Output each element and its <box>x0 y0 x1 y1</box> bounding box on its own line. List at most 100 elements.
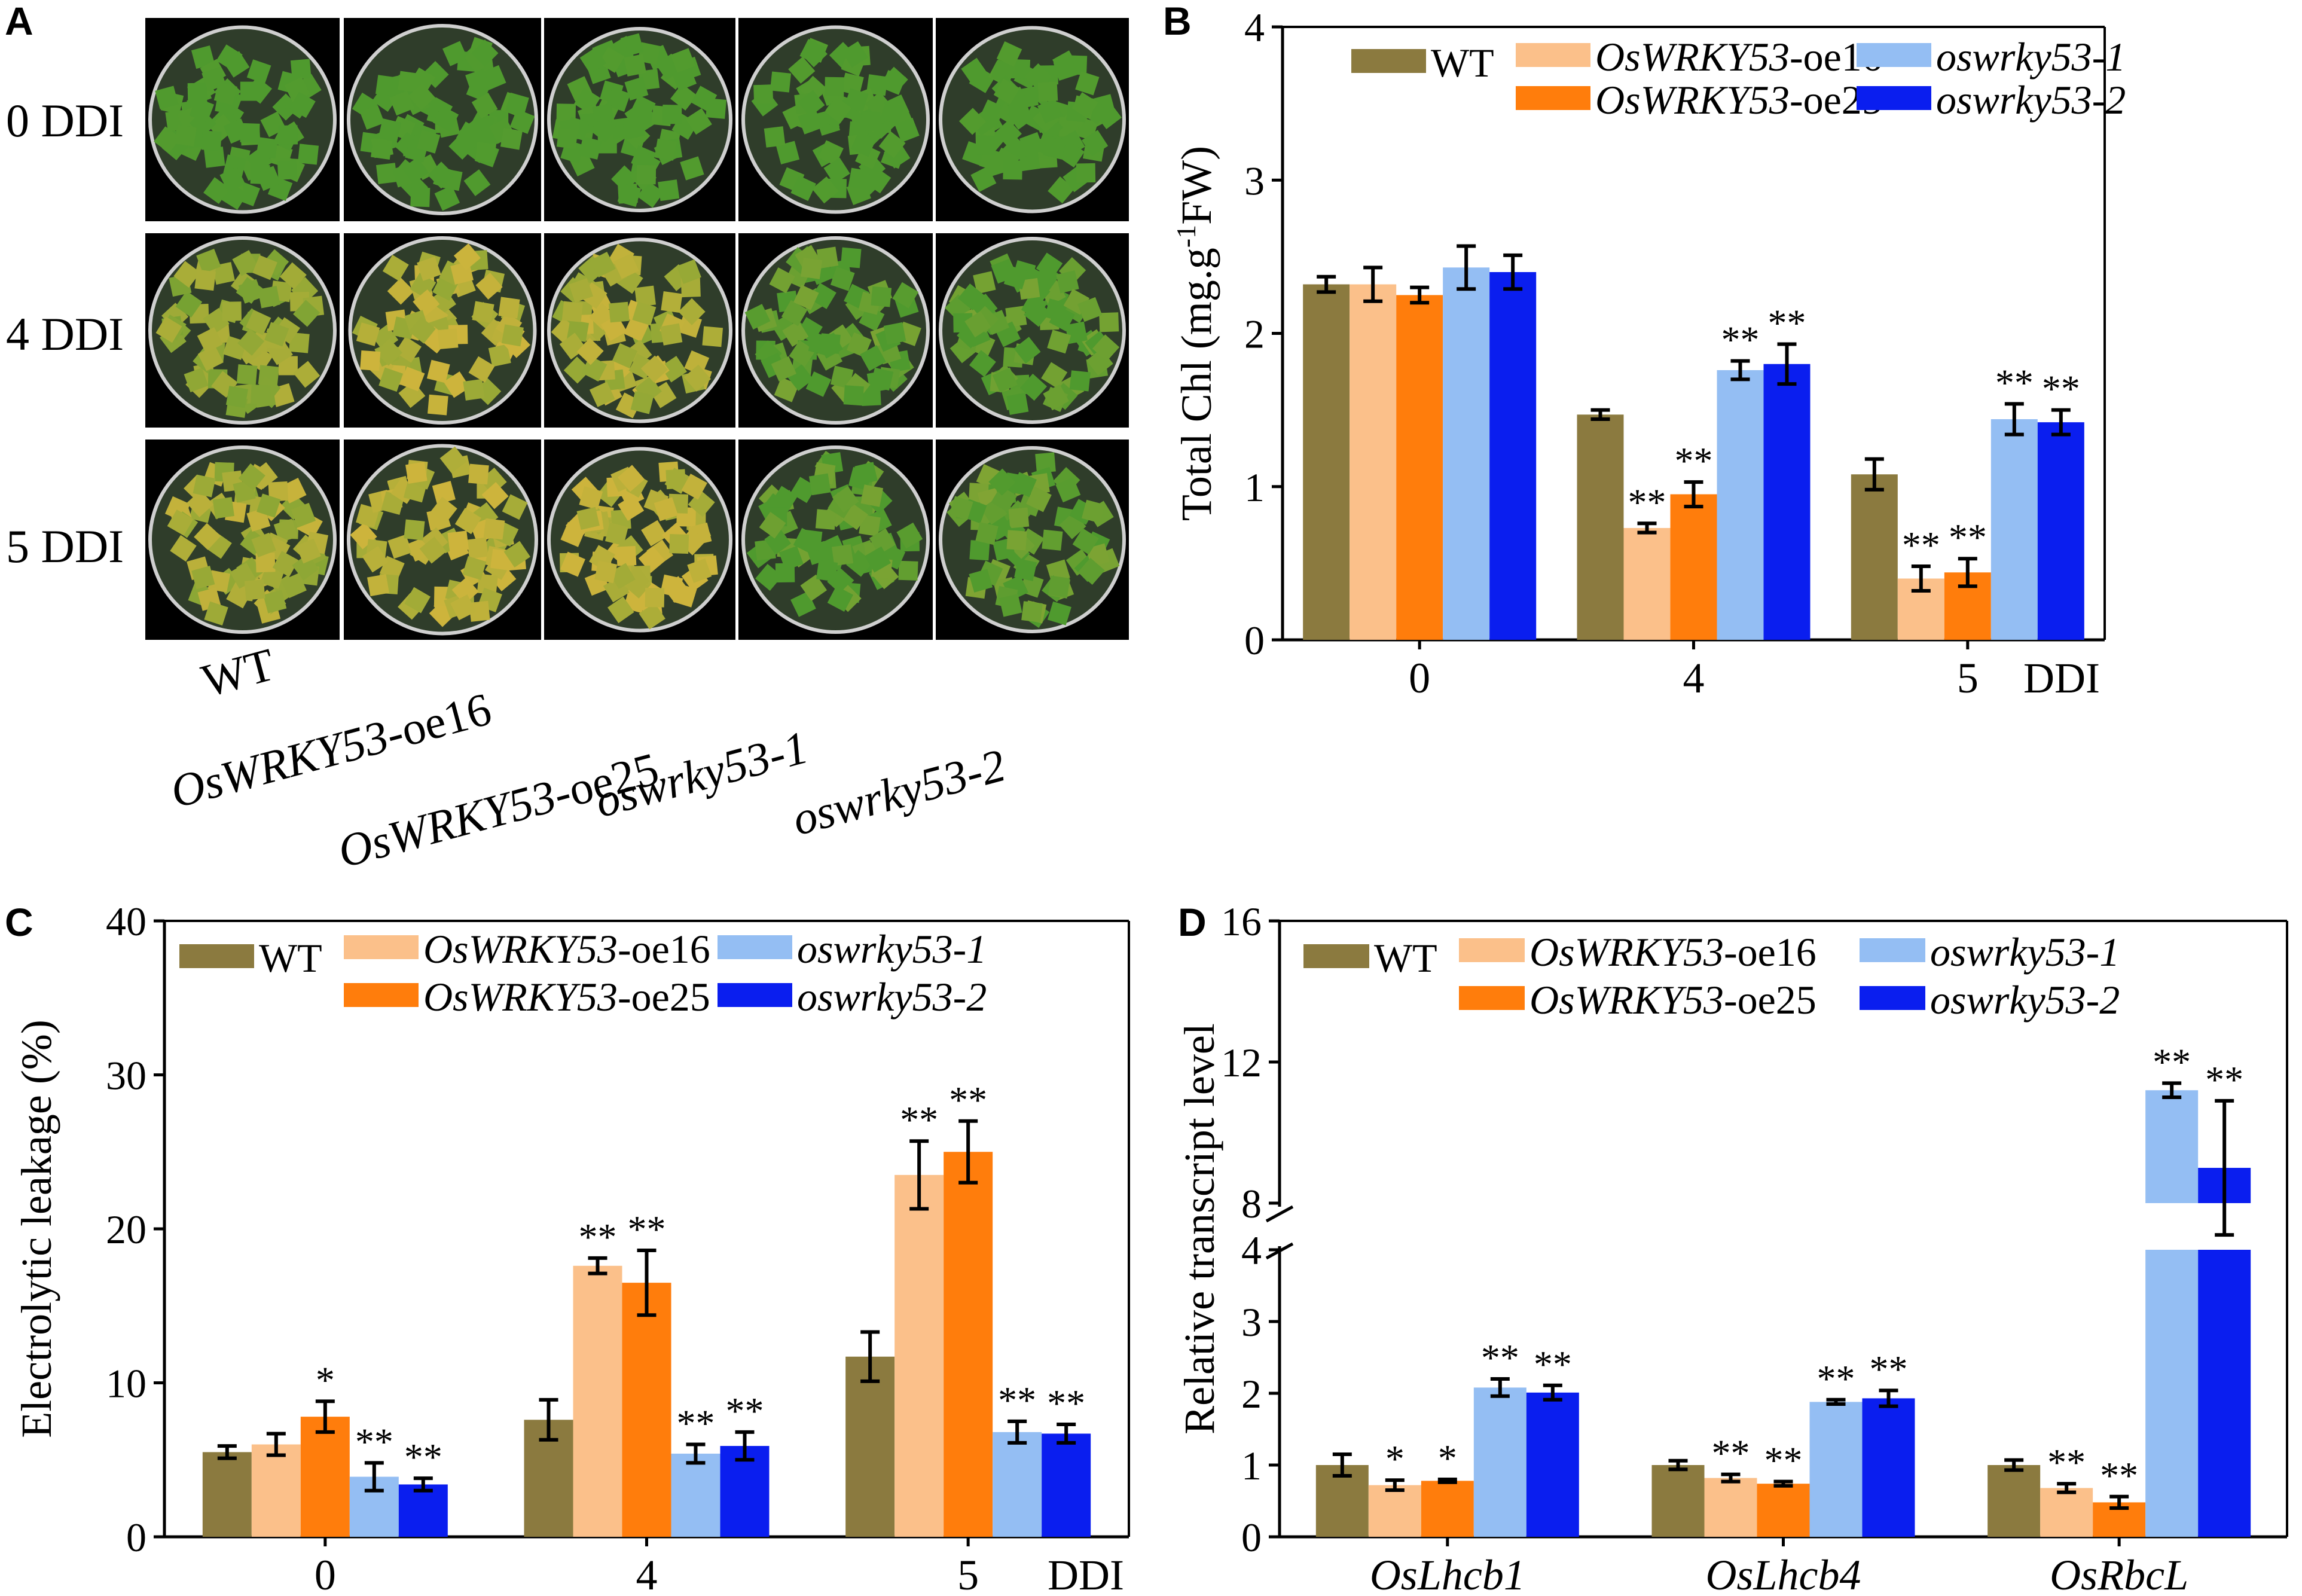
legend-swatch-oe16 <box>344 935 419 959</box>
leaf-disc <box>1003 160 1022 180</box>
leaf-disc <box>1024 300 1051 327</box>
genotype-label-0: WT <box>196 638 280 707</box>
leaf-disc <box>949 496 973 520</box>
bar-ko2-2 <box>2037 422 2084 640</box>
leaf-disc <box>864 166 892 194</box>
legend-label-WT: WT <box>1374 935 1437 981</box>
genotype-label-1-main: OsWRKY53 <box>165 710 394 818</box>
leaf-disc <box>187 83 207 103</box>
leaf-disc <box>463 379 485 401</box>
significance-mark: ** <box>2205 1058 2243 1101</box>
leaf-disc <box>223 51 250 78</box>
leaf-disc <box>468 463 489 485</box>
leaf-disc <box>405 462 428 484</box>
leaf-disc <box>219 166 246 193</box>
leaf-disc <box>639 603 665 630</box>
leaf-disc <box>676 259 701 284</box>
legend-swatch-oe16 <box>1516 43 1590 67</box>
legend-label-WT: WT <box>1431 40 1494 86</box>
leaf-disc <box>1010 59 1031 79</box>
leaf-disc <box>830 267 855 291</box>
leaf-disc <box>848 167 871 190</box>
bar-WT-0 <box>202 1452 252 1537</box>
y-tick-label: 12 <box>1221 1040 1262 1085</box>
leaf-disc <box>816 560 838 582</box>
legend-label-ko1-main: oswrky53-1 <box>1930 929 2120 975</box>
leaf-disc <box>245 310 271 335</box>
leaf-disc <box>798 109 823 135</box>
leaf-disc <box>776 141 800 164</box>
significance-mark: * <box>1438 1437 1457 1479</box>
x-category-label: 4 <box>636 1551 658 1596</box>
leaf-disc <box>356 322 380 346</box>
legend-label-oe16-suffix: -oe16 <box>1724 929 1816 975</box>
panel-letter-b: B <box>1163 0 1192 43</box>
bar-ko1-1 <box>671 1453 720 1537</box>
bar-oe25-1 <box>1670 494 1717 640</box>
leaf-disc <box>609 301 630 323</box>
leaf-disc <box>851 131 877 157</box>
leaf-disc <box>969 569 993 593</box>
leaf-disc <box>437 328 459 349</box>
leaf-disc <box>501 324 524 347</box>
leaf-disc <box>827 585 853 612</box>
leaf-disc <box>222 301 242 321</box>
leaf-disc <box>291 502 316 528</box>
leaf-disc <box>295 538 321 564</box>
bar-oe25-1 <box>622 1283 671 1537</box>
leaf-disc <box>375 163 398 184</box>
leaf-disc <box>382 255 409 282</box>
y-tick-label: 3 <box>1241 1299 1262 1345</box>
leaf-disc <box>860 484 884 507</box>
leaf-disc <box>290 59 312 80</box>
leaf-disc <box>979 99 1006 125</box>
significance-mark: ** <box>1870 1348 1908 1390</box>
leaf-disc <box>481 482 509 509</box>
leaf-disc <box>894 117 920 143</box>
leaf-disc <box>187 490 214 518</box>
legend-label-WT-main: WT <box>1374 935 1437 981</box>
leaf-disc <box>870 367 894 391</box>
leaf-disc <box>428 394 448 416</box>
leaf-disc <box>816 246 839 269</box>
leaf-disc <box>680 156 704 181</box>
leaf-disc <box>1077 297 1103 322</box>
axis-break-mark <box>1265 1242 1294 1260</box>
bar-oe16-1 <box>1623 527 1671 640</box>
leaf-disc <box>251 532 276 558</box>
leaf-disc <box>238 463 265 491</box>
panel-letter-a: A <box>5 0 33 43</box>
significance-mark: ** <box>1628 481 1666 523</box>
leaf-disc <box>645 588 665 608</box>
y-axis-label: Electrolytic leakage (%) <box>13 1020 60 1438</box>
legend-label-oe25-main: OsWRKY53 <box>1529 977 1724 1023</box>
leaf-disc <box>996 41 1022 67</box>
leaf-disc <box>264 322 289 347</box>
x-category-label: 4 <box>1683 654 1705 702</box>
leaf-disc <box>969 540 990 561</box>
y-tick-label: 0 <box>1244 618 1265 663</box>
x-category-label: OsLhcb1 <box>1370 1551 1525 1596</box>
leaf-disc <box>611 165 639 193</box>
leaf-disc <box>800 574 828 602</box>
leaf-disc <box>212 497 234 519</box>
leaf-disc <box>654 497 679 521</box>
legend-swatch-oe25 <box>1459 986 1525 1010</box>
leaf-disc <box>245 77 272 104</box>
legend-swatch-WT <box>1351 49 1426 73</box>
leaf-disc <box>869 528 896 555</box>
leaf-disc <box>798 90 825 117</box>
leaf-disc <box>173 261 201 288</box>
leaf-disc <box>993 78 1020 105</box>
bar-ko2-1 <box>1862 1398 1915 1537</box>
leaf-disc <box>660 356 687 383</box>
x-category-label: 5 <box>957 1551 979 1596</box>
leaf-disc <box>654 138 677 161</box>
leaf-disc <box>410 187 431 207</box>
leaf-disc <box>771 486 798 512</box>
leaf-disc <box>1047 601 1071 625</box>
leaf-disc <box>404 519 425 541</box>
y-tick-label: 2 <box>1241 1371 1262 1417</box>
leaf-disc <box>293 300 320 327</box>
